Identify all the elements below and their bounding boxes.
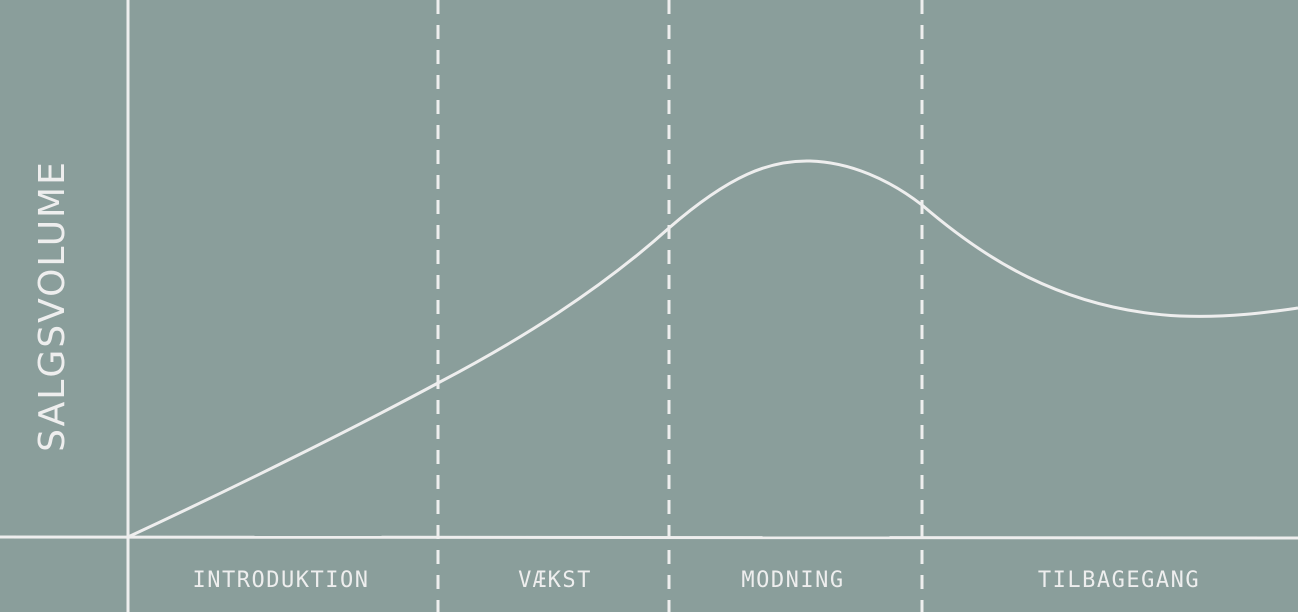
phase-label-introduktion: INTRODUKTION <box>193 568 370 593</box>
x-axis-line <box>0 535 1298 540</box>
phase-label-tilbagegang: TILBAGEGANG <box>1038 568 1200 593</box>
y-axis-label: SALGSVOLUME <box>32 160 73 452</box>
phase-label-vaekst: VÆKST <box>518 568 592 593</box>
sales-curve <box>127 159 1298 539</box>
phase-label-modning: MODNING <box>741 568 844 593</box>
